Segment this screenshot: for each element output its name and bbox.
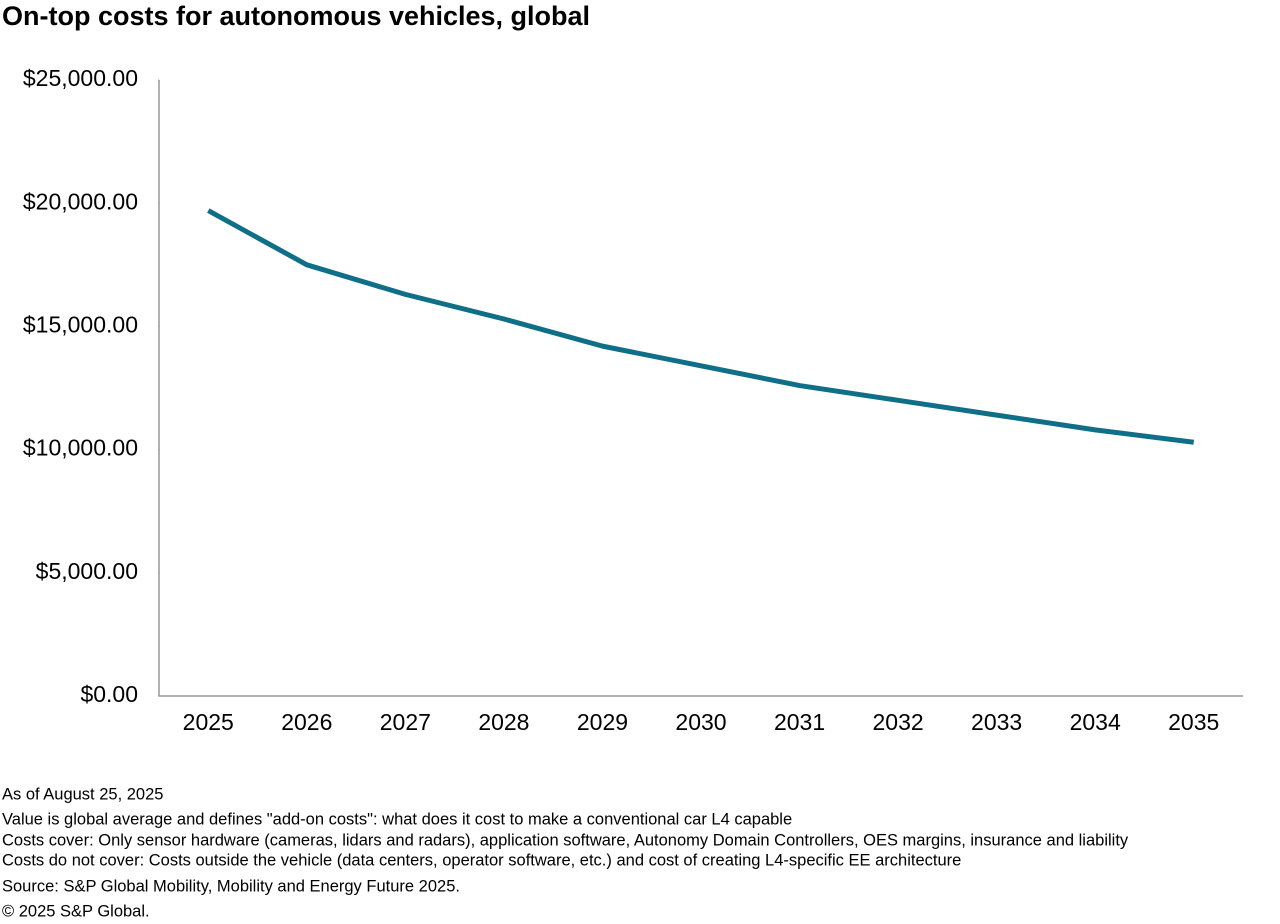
x-tick-label: 2034: [1070, 709, 1121, 735]
y-tick-label: $10,000.00: [23, 435, 138, 461]
x-tick-label: 2026: [281, 709, 332, 735]
y-tick-label: $0.00: [80, 681, 138, 707]
footnote: Costs do not cover: Costs outside the ve…: [2, 851, 961, 869]
x-tick-label: 2032: [873, 709, 924, 735]
x-tick-label: 2027: [380, 709, 431, 735]
y-tick-label: $15,000.00: [23, 311, 138, 337]
footnote: © 2025 S&P Global.: [2, 902, 150, 920]
y-tick-label: $5,000.00: [36, 558, 138, 584]
footnote: Value is global average and defines "add…: [2, 810, 792, 828]
y-tick-label: $25,000.00: [23, 65, 138, 91]
x-tick-label: 2025: [183, 709, 234, 735]
x-tick-label: 2035: [1168, 709, 1219, 735]
chart-title: On-top costs for autonomous vehicles, gl…: [2, 1, 590, 31]
footnote: Source: S&P Global Mobility, Mobility an…: [2, 877, 460, 895]
line-series: [207, 208, 1195, 445]
x-tick-label: 2029: [577, 709, 628, 735]
x-tick-label: 2028: [478, 709, 529, 735]
x-tick-label: 2033: [971, 709, 1022, 735]
footnote: As of August 25, 2025: [2, 785, 163, 803]
y-tick-label: $20,000.00: [23, 188, 138, 214]
x-tick-label: 2030: [675, 709, 726, 735]
footnote: Costs cover: Only sensor hardware (camer…: [2, 831, 1129, 849]
x-tick-label: 2031: [774, 709, 825, 735]
